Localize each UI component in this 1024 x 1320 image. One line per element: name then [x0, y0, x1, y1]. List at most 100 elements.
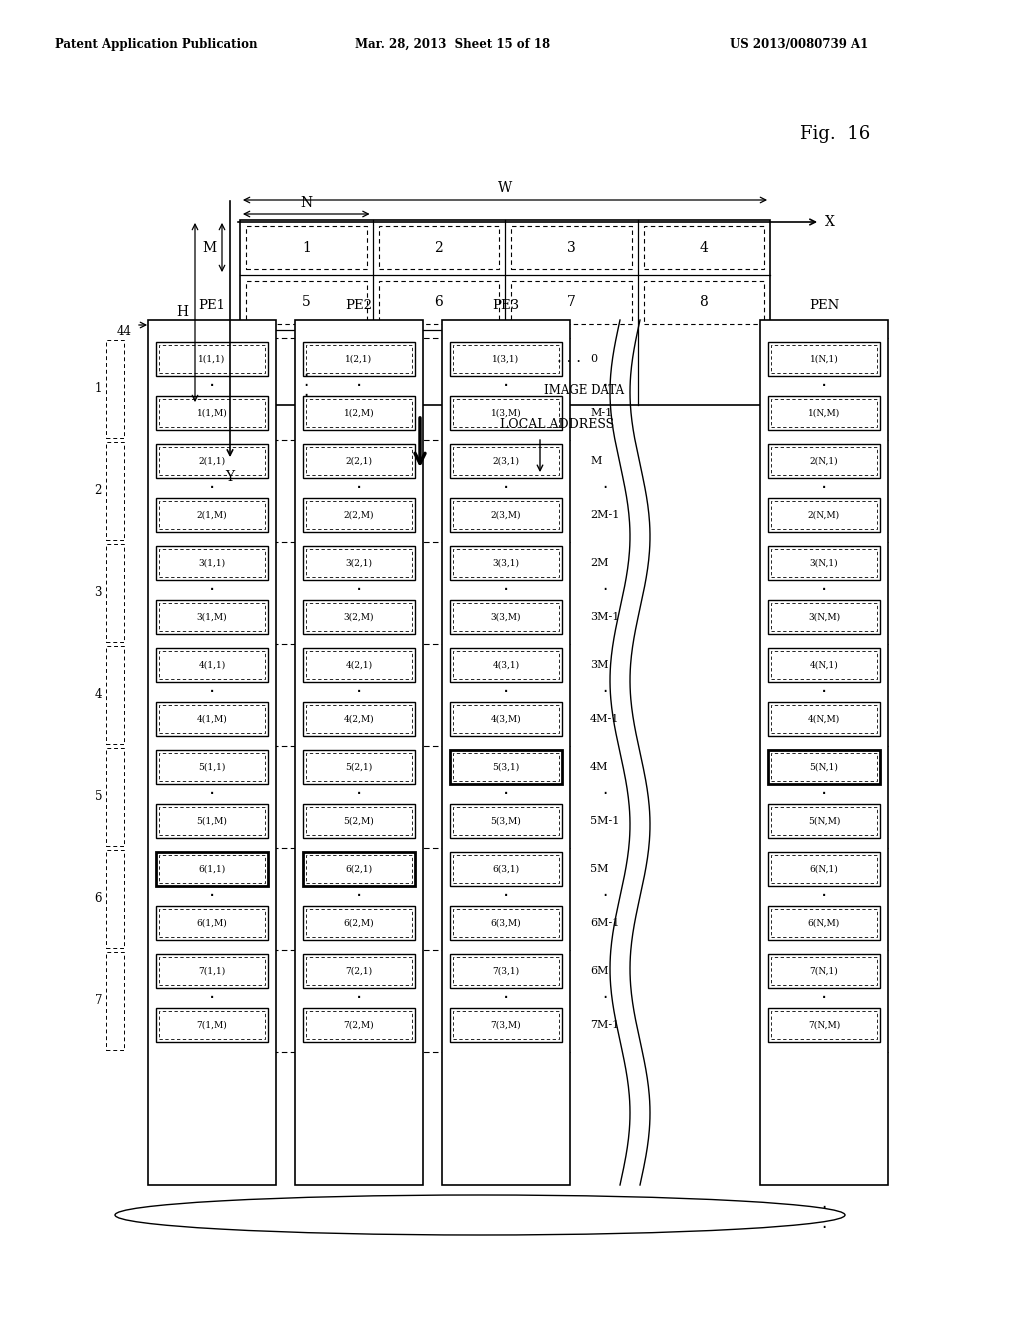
Bar [450, 342, 562, 376]
Bar [450, 906, 562, 940]
Text: 6(3,1): 6(3,1) [493, 865, 519, 874]
Text: ·: · [503, 989, 509, 1007]
Bar [768, 954, 880, 987]
Text: .: . [504, 1214, 509, 1232]
Bar [453, 807, 559, 836]
Text: 4(1,M): 4(1,M) [197, 714, 227, 723]
Bar [306, 1011, 412, 1039]
Text: 1(3,1): 1(3,1) [493, 355, 519, 363]
Bar [768, 750, 880, 784]
Text: ·: · [209, 682, 215, 701]
Text: .: . [356, 1195, 361, 1212]
Bar [771, 549, 877, 577]
Bar [295, 319, 423, 1185]
Text: ·: · [503, 887, 509, 906]
Text: PE2: PE2 [345, 300, 373, 312]
Bar [450, 1008, 562, 1041]
Text: .: . [304, 372, 309, 389]
Bar [159, 909, 265, 937]
Text: 7(N,M): 7(N,M) [808, 1020, 840, 1030]
Text: .: . [821, 1204, 826, 1222]
Text: 4(2,M): 4(2,M) [344, 714, 375, 723]
Bar [303, 444, 415, 478]
Bar [771, 502, 877, 529]
Bar [379, 226, 499, 269]
Text: .: . [356, 1204, 361, 1222]
Bar [306, 345, 412, 374]
Text: 2(2,1): 2(2,1) [345, 457, 373, 466]
Bar [379, 281, 499, 323]
Bar [768, 1008, 880, 1041]
Text: Mar. 28, 2013  Sheet 15 of 18: Mar. 28, 2013 Sheet 15 of 18 [355, 38, 550, 51]
Bar [768, 804, 880, 838]
Text: W: W [498, 181, 512, 195]
Text: ·: · [356, 784, 362, 804]
Bar [106, 850, 124, 948]
Text: ·: · [209, 887, 215, 906]
Bar [768, 702, 880, 737]
Bar [106, 748, 124, 846]
Text: 7(3,1): 7(3,1) [493, 966, 519, 975]
Text: 2(2,M): 2(2,M) [344, 511, 374, 520]
Text: 2(1,1): 2(1,1) [199, 457, 225, 466]
Text: ·: · [821, 581, 827, 599]
Bar [306, 807, 412, 836]
Bar [303, 601, 415, 634]
Bar [156, 750, 268, 784]
Bar [156, 444, 268, 478]
Text: 3(N,M): 3(N,M) [808, 612, 840, 622]
Text: 2M: 2M [590, 558, 608, 568]
Bar [306, 399, 412, 426]
Bar [768, 396, 880, 430]
Bar [159, 549, 265, 577]
Text: ·: · [602, 682, 607, 701]
Text: ·: · [821, 376, 827, 396]
Text: ·: · [503, 581, 509, 599]
Bar [156, 906, 268, 940]
Bar [159, 502, 265, 529]
Text: 7: 7 [94, 994, 102, 1007]
Bar [768, 498, 880, 532]
Bar [453, 1011, 559, 1039]
Bar [450, 750, 562, 784]
Bar [771, 855, 877, 883]
Text: 2M-1: 2M-1 [590, 510, 620, 520]
Text: ·: · [503, 682, 509, 701]
Text: 5(2,M): 5(2,M) [344, 817, 375, 825]
Text: 6(1,M): 6(1,M) [197, 919, 227, 928]
Text: ·: · [503, 376, 509, 396]
Bar [159, 345, 265, 374]
Text: 1(N,M): 1(N,M) [808, 408, 840, 417]
Text: ·: · [209, 581, 215, 599]
Bar [771, 752, 877, 781]
Text: 2: 2 [434, 240, 443, 255]
Text: 6(N,M): 6(N,M) [808, 919, 840, 928]
Text: 3M-1: 3M-1 [590, 612, 620, 622]
Bar [771, 399, 877, 426]
Bar [106, 544, 124, 642]
Bar [453, 752, 559, 781]
Bar [106, 442, 124, 540]
Bar [306, 603, 412, 631]
Bar [771, 807, 877, 836]
Text: .: . [304, 381, 309, 400]
Text: 4(3,M): 4(3,M) [490, 714, 521, 723]
Text: 4: 4 [699, 240, 709, 255]
Text: ·: · [503, 479, 509, 498]
Text: ·: · [602, 887, 607, 906]
Text: 6M: 6M [590, 966, 608, 975]
Bar [643, 281, 764, 323]
Bar [306, 447, 412, 475]
Text: N: N [300, 195, 312, 210]
Bar [159, 399, 265, 426]
Bar [771, 957, 877, 985]
Text: M: M [590, 455, 601, 466]
Bar [303, 546, 415, 579]
Bar [771, 705, 877, 733]
Bar [771, 909, 877, 937]
Text: 1(3,M): 1(3,M) [490, 408, 521, 417]
Text: ·: · [821, 682, 827, 701]
Text: 5(3,1): 5(3,1) [493, 763, 519, 771]
Bar [450, 546, 562, 579]
Text: 4(2,1): 4(2,1) [345, 660, 373, 669]
